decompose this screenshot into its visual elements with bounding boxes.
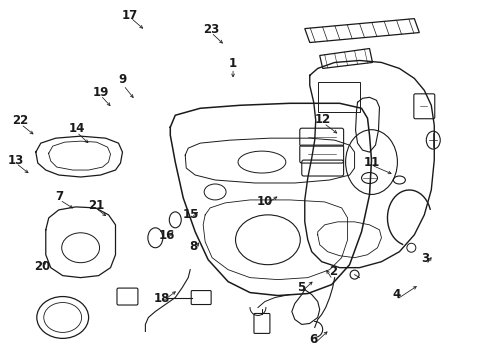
Text: 8: 8 bbox=[190, 240, 198, 253]
Text: 20: 20 bbox=[34, 260, 50, 273]
Text: 17: 17 bbox=[122, 9, 138, 22]
Text: 12: 12 bbox=[315, 113, 331, 126]
Text: 9: 9 bbox=[119, 73, 127, 86]
Text: 13: 13 bbox=[7, 154, 24, 167]
Text: 11: 11 bbox=[364, 156, 380, 168]
Text: 5: 5 bbox=[297, 281, 305, 294]
Text: 3: 3 bbox=[421, 252, 430, 265]
Text: 4: 4 bbox=[392, 288, 400, 301]
Text: 7: 7 bbox=[55, 190, 64, 203]
Text: 16: 16 bbox=[159, 229, 175, 242]
Text: 1: 1 bbox=[229, 57, 237, 70]
Text: 15: 15 bbox=[183, 208, 199, 221]
Text: 10: 10 bbox=[256, 195, 272, 208]
Text: 21: 21 bbox=[88, 199, 104, 212]
Bar bbox=[318, 82, 360, 112]
Text: 14: 14 bbox=[69, 122, 85, 135]
Text: 23: 23 bbox=[203, 23, 219, 36]
Text: 2: 2 bbox=[329, 265, 337, 278]
Text: 18: 18 bbox=[154, 292, 170, 305]
Text: 6: 6 bbox=[309, 333, 318, 346]
Text: 19: 19 bbox=[93, 86, 109, 99]
Text: 22: 22 bbox=[12, 114, 28, 127]
